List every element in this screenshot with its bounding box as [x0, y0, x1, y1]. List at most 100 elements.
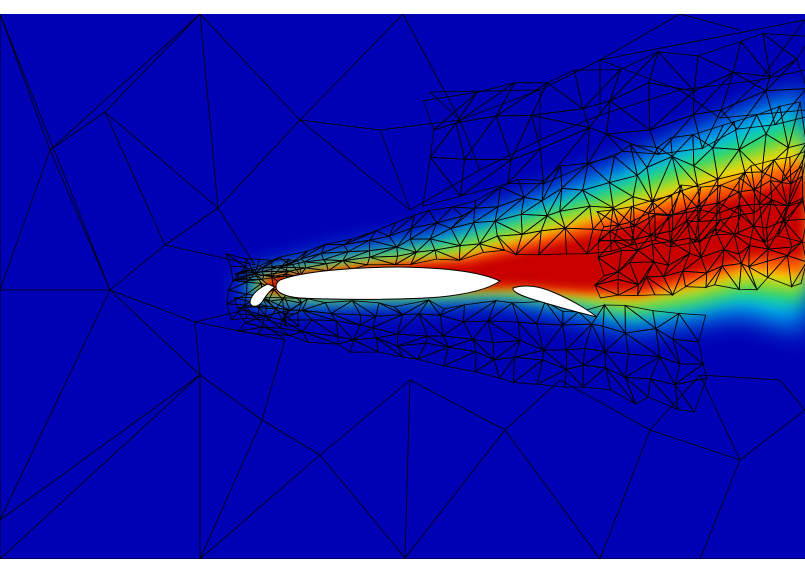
mesh-triangle [714, 265, 741, 290]
mesh-triangle [349, 339, 379, 353]
mesh-triangle [375, 337, 404, 358]
mesh-edge [379, 129, 411, 211]
mesh-triangle [647, 377, 679, 410]
mesh-edge [49, 149, 111, 291]
wake-band-red [268, 178, 805, 290]
mesh-edge [164, 207, 219, 246]
mesh-triangle [738, 262, 758, 291]
mesh-edge [104, 111, 166, 246]
mesh-edge [459, 119, 481, 171]
mesh-edge [194, 321, 201, 376]
mesh-edge [459, 89, 541, 121]
mesh-edge [261, 419, 321, 456]
mesh-triangle [434, 249, 460, 261]
mesh-edge [402, 14, 461, 121]
mesh-edge [199, 14, 301, 121]
mesh-edge [759, 19, 805, 81]
mesh-triangle [645, 275, 675, 296]
mesh-edge [699, 374, 741, 461]
mesh-edge [217, 207, 256, 266]
mesh-edge [679, 89, 721, 119]
mesh-edge [319, 454, 406, 559]
mesh-edge [49, 14, 201, 151]
mesh-edge [261, 339, 286, 421]
mesh-triangle [422, 156, 462, 207]
mesh-edge [379, 119, 461, 131]
mesh-triangle [366, 256, 396, 266]
mesh-triangle [773, 89, 805, 126]
mesh-edge [319, 379, 411, 456]
mesh-edge [199, 374, 263, 421]
mesh-edge [299, 119, 411, 211]
mesh-edge [0, 374, 201, 559]
mesh-triangle [564, 227, 589, 255]
mesh-edge [779, 379, 805, 411]
mesh-edge [0, 14, 51, 151]
triangular-mesh [0, 14, 805, 559]
mesh-triangle [243, 303, 259, 321]
mesh-edge [0, 149, 51, 291]
mesh-edge [599, 429, 651, 559]
mesh-edge [404, 379, 411, 559]
mesh-edge [649, 429, 741, 461]
mesh-triangle [606, 133, 659, 155]
mesh-triangle [268, 308, 288, 327]
mesh-edge [739, 409, 805, 461]
mesh-edge [699, 374, 781, 381]
mesh-edge [199, 454, 321, 559]
mesh-edge [404, 429, 506, 559]
mesh-edge [0, 289, 111, 521]
mesh-triangle [341, 260, 368, 270]
mesh-triangle [396, 344, 418, 360]
mesh-triangle [790, 263, 805, 288]
mesh-triangle [496, 235, 517, 255]
mesh-edge [217, 119, 301, 209]
mesh-triangle [624, 376, 649, 405]
mesh-edge [199, 419, 263, 559]
mesh-edge [504, 429, 601, 559]
mesh-edge [759, 69, 805, 81]
mesh-edge [559, 379, 651, 431]
mesh-edge [599, 59, 681, 91]
mesh-edge [599, 19, 805, 61]
mesh-triangle [609, 230, 633, 252]
mesh-edge [539, 114, 601, 141]
slat-element [249, 283, 277, 307]
mesh-edge [109, 289, 196, 323]
mesh-triangle [777, 196, 805, 244]
mesh-edge [0, 14, 111, 291]
mesh-triangle [283, 313, 301, 327]
mesh-edge [299, 119, 381, 131]
mesh-edge [504, 379, 561, 431]
mesh-edge [104, 111, 219, 209]
mesh-edge [429, 89, 541, 93]
mesh-edge [0, 374, 201, 521]
mesh-edge [429, 91, 461, 121]
mesh-edge [599, 89, 681, 116]
mesh-edge [719, 109, 805, 119]
mesh-edge [194, 309, 246, 323]
mesh-triangle [257, 306, 270, 321]
mesh-triangle [747, 265, 769, 291]
main-element [275, 266, 502, 300]
mesh-edge [409, 379, 506, 431]
mesh-edge [109, 289, 201, 376]
mesh-edge [479, 139, 541, 171]
mesh-edge [49, 111, 106, 151]
mesh-edge [409, 169, 481, 211]
mesh-triangle [478, 243, 505, 253]
airfoil-elements [249, 266, 598, 318]
mesh-edge [679, 14, 741, 31]
mesh-edge [699, 459, 741, 559]
mesh-edge [679, 79, 761, 91]
mesh-edge [109, 244, 166, 291]
mesh-edge [599, 14, 681, 61]
mesh-edge [649, 374, 701, 431]
mesh-edge [719, 79, 761, 119]
mesh-edge [104, 14, 201, 113]
mesh-triangle [674, 384, 696, 413]
mesh-triangle [605, 367, 637, 405]
flap-element [512, 285, 598, 318]
